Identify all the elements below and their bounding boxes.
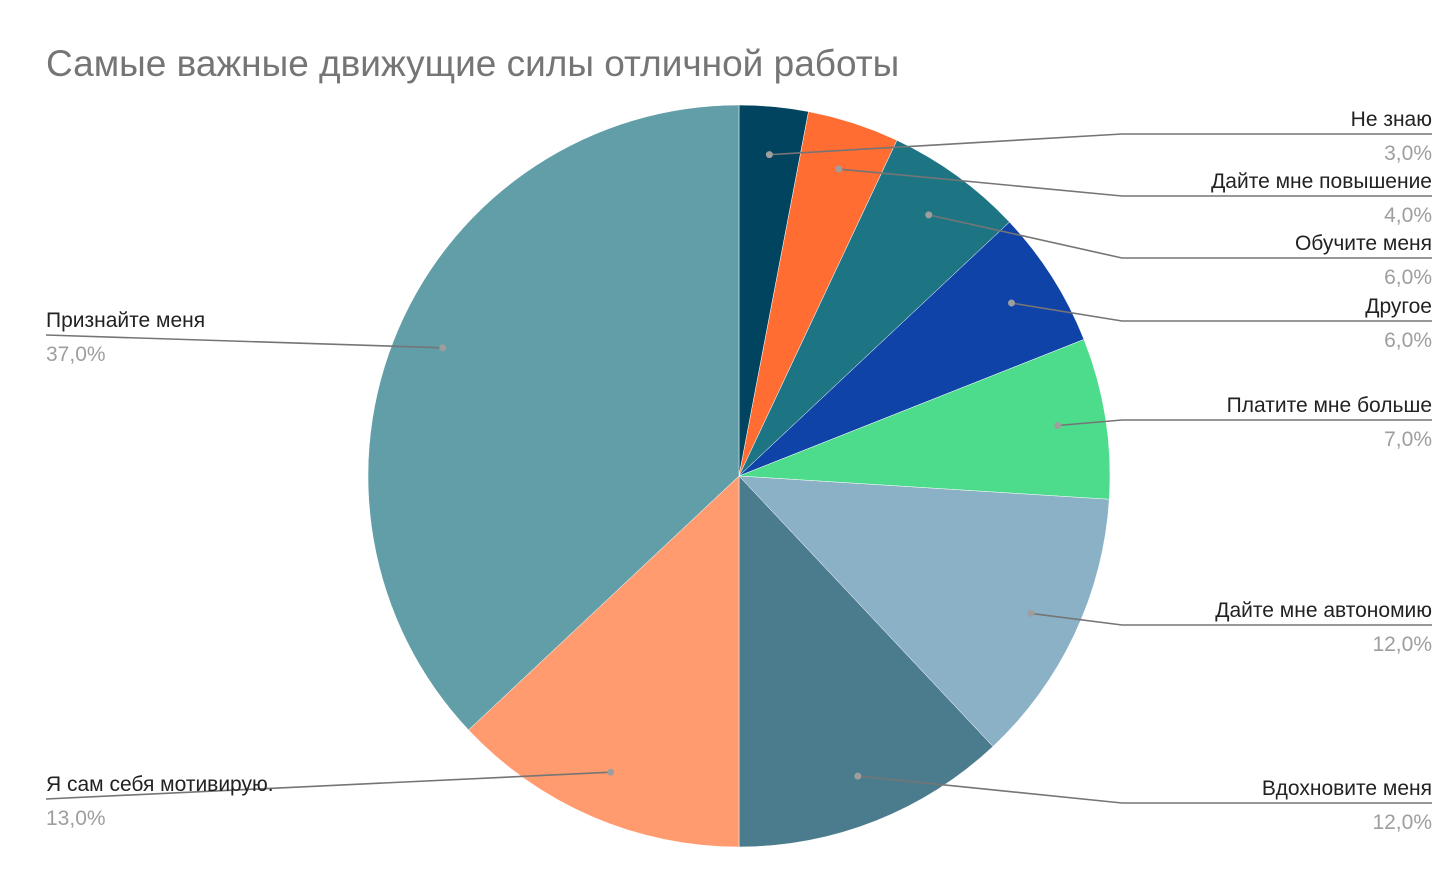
- slice-label-percent: 6,0%: [1384, 266, 1432, 289]
- leader-line: [1057, 419, 1432, 427]
- leader-dot: [607, 768, 615, 776]
- leader-line: [45, 334, 443, 349]
- leader-dot: [1054, 422, 1062, 430]
- pie-slice-платите-мне-больше: [738, 339, 1111, 500]
- pie-slice-другое: [738, 221, 1085, 477]
- slice-label-name: Платите мне больше: [1227, 394, 1432, 417]
- slice-label-percent: 13,0%: [46, 807, 106, 830]
- slice-label-name: Дайте мне автономию: [1215, 599, 1432, 622]
- leader-line: [857, 775, 1432, 804]
- leader-line: [1011, 302, 1432, 322]
- leader-dot: [1008, 299, 1016, 307]
- slice-label-percent: 12,0%: [1372, 811, 1432, 834]
- leader-dot: [925, 211, 933, 219]
- slice-label-name: Дайте мне повышение: [1211, 170, 1432, 193]
- pie-slice-я-сам-себя-мотивирую: [468, 475, 740, 848]
- slice-label-percent: 6,0%: [1384, 329, 1432, 352]
- pie-slice-признайте-меня: [367, 104, 740, 731]
- slice-label-name: Не знаю: [1351, 108, 1432, 131]
- pie-slice-дайте-мне-автономию: [738, 475, 1110, 747]
- leader-line: [838, 168, 1432, 197]
- slice-label-percent: 7,0%: [1384, 428, 1432, 451]
- leader-lines: [45, 133, 1432, 804]
- slice-label-name: Другое: [1365, 295, 1432, 318]
- leader-line: [928, 214, 1432, 259]
- slice-label-name: Я сам себя мотивирую.: [46, 773, 274, 796]
- pie-slices: [367, 104, 1111, 848]
- slice-label-name: Признайте меня: [46, 309, 205, 332]
- leader-dot: [765, 151, 773, 159]
- pie-slice-вдохновите-меня: [738, 475, 994, 848]
- slice-label-percent: 37,0%: [46, 343, 106, 366]
- chart-title: Самые важные движущие силы отличной рабо…: [46, 43, 899, 84]
- slice-label-name: Обучите меня: [1295, 232, 1432, 255]
- leader-dot: [854, 772, 862, 780]
- slice-label-name: Вдохновите меня: [1262, 777, 1432, 800]
- leader-dot: [439, 344, 447, 352]
- slice-label-percent: 3,0%: [1384, 142, 1432, 165]
- leader-dot: [1027, 609, 1035, 617]
- leader-dot: [835, 165, 843, 173]
- pie-slice-обучите-меня: [738, 139, 1010, 477]
- slice-labels: Не знаю 3,0% Дайте мне повышение 4,0% Обучит…: [46, 108, 1432, 834]
- leader-line: [45, 771, 611, 800]
- leader-line: [769, 133, 1432, 156]
- leader-line: [1030, 612, 1432, 626]
- slice-label-percent: 12,0%: [1372, 633, 1432, 656]
- slice-label-percent: 4,0%: [1384, 204, 1432, 227]
